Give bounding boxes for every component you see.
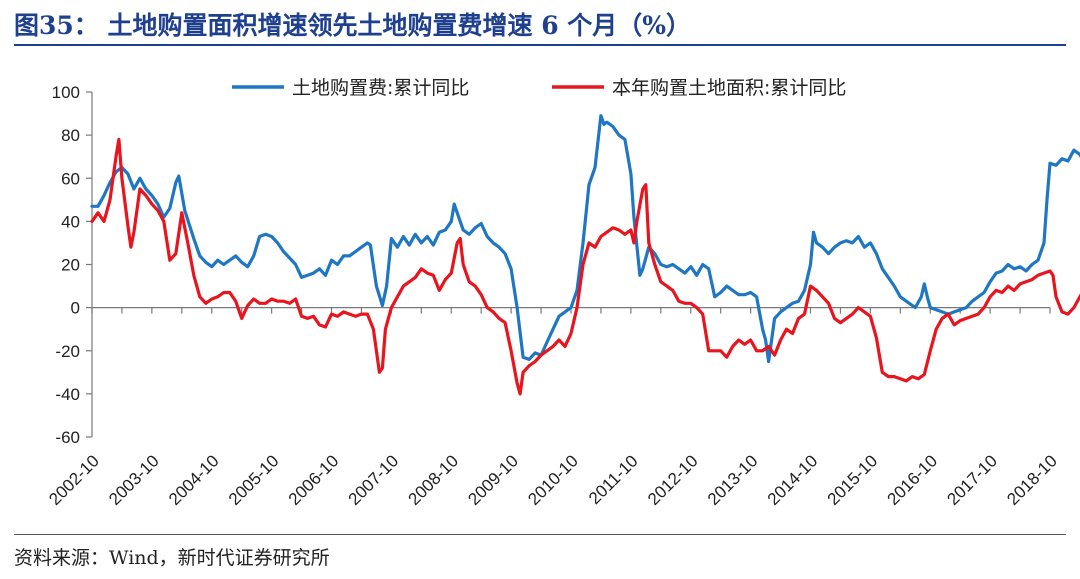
chart-title: 图35： 土地购置面积增速领先土地购置费增速 6 个月（%） xyxy=(14,11,692,40)
chart-legend: 土地购置费:累计同比 本年购置土地面积:累计同比 xyxy=(232,77,846,99)
y-tick-label: 80 xyxy=(61,126,80,145)
chart-axes: -60 -40 -20 0 20 40 60 80 100 2002-10 2003-10 2004-… xyxy=(45,83,1061,509)
x-tick-label: 2003-10 xyxy=(105,451,163,509)
x-tick-label: 2016-10 xyxy=(884,451,942,509)
y-tick-label: -20 xyxy=(55,342,80,361)
y-tick-label: -40 xyxy=(55,385,80,404)
y-tick-label: 40 xyxy=(61,212,80,231)
x-tick-label: 2010-10 xyxy=(524,451,582,509)
y-tick-label: 100 xyxy=(52,83,80,102)
x-tick-label: 2013-10 xyxy=(704,451,762,509)
y-tick-label: 0 xyxy=(71,299,80,318)
x-tick-label: 2004-10 xyxy=(165,451,223,509)
x-tick-label: 2008-10 xyxy=(405,451,463,509)
x-tick-label: 2006-10 xyxy=(285,451,343,509)
title-underline xyxy=(14,44,1066,46)
x-tick-label: 2012-10 xyxy=(644,451,702,509)
x-tick-label: 2002-10 xyxy=(45,451,103,509)
x-tick-label: 2007-10 xyxy=(345,451,403,509)
y-tick-label: 20 xyxy=(61,256,80,275)
source-note: 资料来源：Wind，新时代证券研究所 xyxy=(14,547,330,569)
x-tick-label: 2017-10 xyxy=(943,451,1001,509)
x-tick-label: 2005-10 xyxy=(225,451,283,509)
x-tick-label: 2018-10 xyxy=(1003,451,1061,509)
x-tick-label: 2009-10 xyxy=(464,451,522,509)
x-tick-label: 2011-10 xyxy=(585,451,642,508)
y-tick-label: 60 xyxy=(61,169,80,188)
legend-label-2: 本年购置土地面积:累计同比 xyxy=(612,77,846,99)
legend-label-1: 土地购置费:累计同比 xyxy=(292,77,469,99)
series-line-1 xyxy=(90,114,1080,364)
series-layer xyxy=(90,114,1080,396)
series-line-2 xyxy=(90,137,1080,396)
y-tick-label: -60 xyxy=(55,428,80,447)
x-tick-label: 2015-10 xyxy=(824,451,882,509)
source-divider xyxy=(14,534,1066,535)
x-tick-label: 2014-10 xyxy=(764,451,822,509)
